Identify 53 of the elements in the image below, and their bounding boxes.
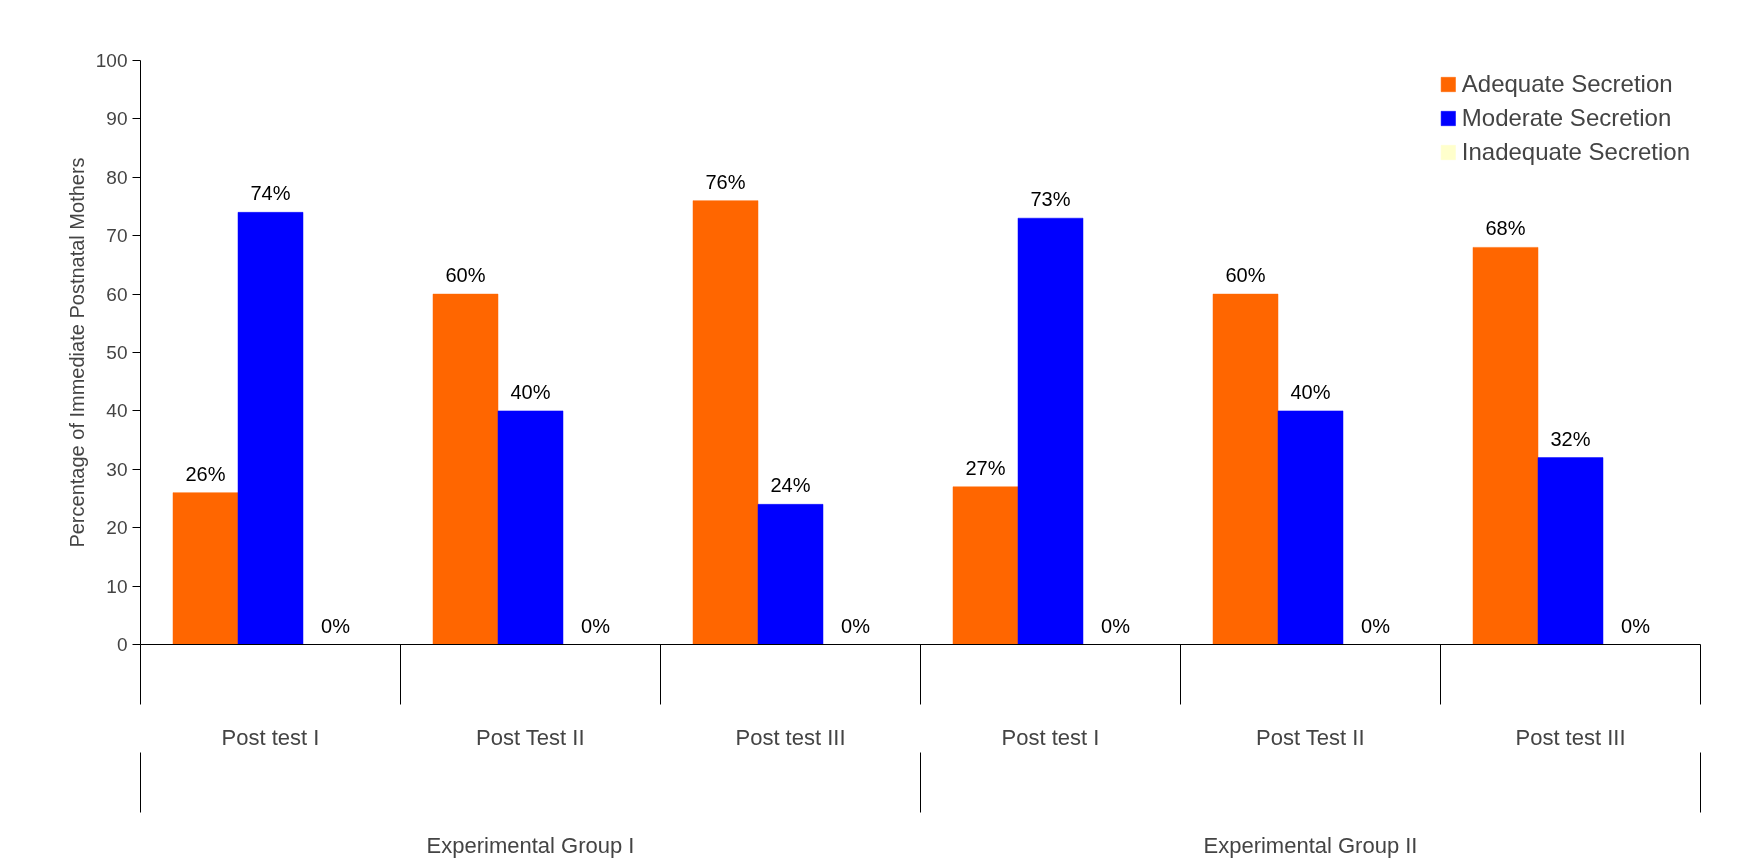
text: Experimental Group II	[1203, 832, 1418, 858]
bar	[692, 200, 759, 645]
data-label: 0%	[321, 614, 351, 637]
data-label: 32%	[1550, 427, 1591, 450]
text: Experimental Group I	[426, 832, 635, 858]
bar	[1277, 410, 1344, 645]
bar	[497, 410, 564, 645]
bar	[952, 486, 1019, 645]
y-tick-label: 70	[106, 225, 128, 247]
data-label: 0%	[1101, 614, 1131, 637]
y-tick-label: 80	[106, 166, 128, 188]
x-tick-label: Post Test II	[476, 724, 585, 750]
y-tick-label: 90	[106, 108, 128, 130]
data-label: 60%	[1225, 264, 1266, 287]
data-label: 74%	[250, 182, 291, 205]
x-tick-label: Post test I	[1001, 724, 1100, 750]
data-label: 40%	[510, 380, 551, 403]
data-label: 24%	[770, 474, 811, 497]
y-tick-label: 20	[106, 517, 128, 539]
x-tick-label: Post Test II	[1256, 724, 1365, 750]
data-label: 73%	[1030, 188, 1071, 211]
x-tick-label: Post test III	[1515, 724, 1626, 750]
y-tick-label: 60	[106, 283, 128, 305]
data-label: 68%	[1485, 217, 1526, 240]
y-tick-label: 50	[106, 342, 128, 363]
y-tick-label: 100	[95, 50, 128, 71]
bar	[757, 504, 824, 645]
bar	[172, 492, 239, 645]
bar	[1017, 217, 1084, 645]
bar	[1472, 247, 1539, 645]
bar	[432, 293, 499, 645]
y-axis-title: Percentage of Immediate Postnatal Mothers	[65, 157, 88, 548]
data-label: 26%	[185, 462, 226, 485]
data-label: 60%	[445, 264, 486, 287]
y-tick-label: 40	[106, 400, 128, 422]
y-tick-label: 10	[106, 575, 128, 597]
data-label: 0%	[841, 614, 871, 637]
data-label: 27%	[965, 456, 1006, 479]
legend-label: Inadequate Secretion	[1461, 138, 1690, 166]
legend-label: Moderate Secretion	[1461, 104, 1672, 132]
bar	[1212, 293, 1279, 645]
y-tick-label: 0	[116, 634, 128, 655]
bar	[237, 212, 304, 645]
data-label: 0%	[581, 614, 611, 637]
bar	[1537, 457, 1604, 645]
x-tick-label: Post test I	[221, 724, 320, 750]
data-label: 0%	[1361, 614, 1391, 637]
data-label: 0%	[1621, 614, 1651, 637]
y-tick-label: 30	[106, 458, 128, 480]
data-label: 76%	[705, 170, 746, 193]
data-label: 40%	[1290, 380, 1331, 403]
legend-label: Adequate Secretion	[1461, 70, 1673, 98]
x-tick-label: Post test III	[735, 724, 846, 750]
